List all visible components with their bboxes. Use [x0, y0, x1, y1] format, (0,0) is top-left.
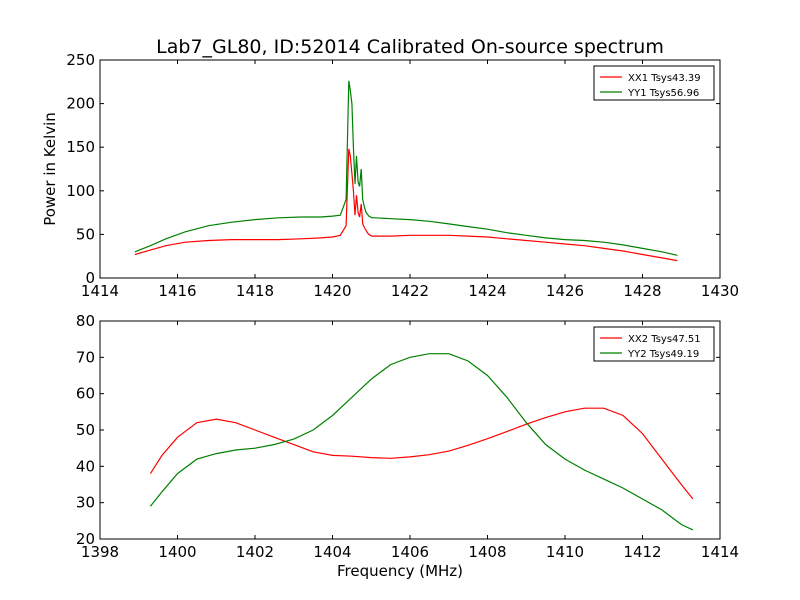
- x-tick-label: 1408: [468, 543, 506, 561]
- series-line-2-1: [149, 407, 694, 500]
- x-axis-label: Frequency (MHz): [337, 562, 463, 580]
- y-tick-label: 60: [76, 385, 95, 403]
- x-tick-label: 1420: [313, 282, 351, 300]
- legend: XX2 Tsys47.51 YY2 Tsys49.19: [593, 326, 715, 362]
- y-tick-label: 50: [76, 421, 95, 439]
- x-tick-label: 1430: [701, 282, 739, 300]
- subplot-2: 1398 1400 1402 1404 1406 1408 1410 1412 1414 20 30…: [76, 312, 739, 580]
- y-tick-label: 150: [66, 138, 95, 156]
- plots-container: 1414 1416 1418 1420 1422 1424 1426 1428 14300501…: [41, 51, 739, 580]
- x-tick-label: 1402: [236, 543, 274, 561]
- y-axis-label: Power in Kelvin: [41, 112, 59, 226]
- x-tick-label: 1406: [391, 543, 429, 561]
- y-tick-label: 70: [76, 348, 95, 366]
- x-tick-label: 1404: [313, 543, 351, 561]
- y-tick-label: 20: [76, 530, 95, 548]
- series-line-1-1: [134, 148, 678, 262]
- x-tick-label: 1422: [391, 282, 429, 300]
- x-tick-label: 1414: [81, 282, 119, 300]
- x-tick-label: 1410: [546, 543, 584, 561]
- legend-box: [593, 326, 715, 362]
- x-tick-label: 1426: [546, 282, 584, 300]
- y-tick-label: 200: [66, 95, 95, 113]
- y-tick-label: 40: [76, 457, 95, 475]
- legend-box: [593, 65, 715, 101]
- y-tick-label: 80: [76, 312, 95, 330]
- subplot-1: 1414 1416 1418 1420 1422 1424 1426 1428 1430 0 50 1…: [41, 51, 739, 300]
- legend-entry: YY1 Tsys56.96: [627, 88, 699, 99]
- x-tick-label: 1424: [468, 282, 506, 300]
- x-tick-label: 1416: [158, 282, 196, 300]
- legend-entry: XX2 Tsys47.51: [628, 334, 701, 345]
- x-tick-label: 1414: [701, 543, 739, 561]
- x-tick-label: 1400: [158, 543, 196, 561]
- x-tick-label: 1428: [623, 282, 661, 300]
- chart-title: Lab7_GL80, ID:52014 Calibrated On-source…: [156, 36, 664, 58]
- y-tick-label: 100: [66, 182, 95, 200]
- x-tick-label: 1398: [81, 543, 119, 561]
- legend-entry: YY2 Tsys49.19: [627, 349, 699, 360]
- series-line-1-2: [134, 80, 678, 256]
- series-line-2-2: [149, 353, 694, 531]
- legend: XX1 Tsys43.39 YY1 Tsys56.96: [593, 65, 715, 101]
- y-tick-label: 250: [66, 51, 95, 69]
- y-tick-label: 30: [76, 494, 95, 512]
- legend-entry: XX1 Tsys43.39: [628, 73, 701, 84]
- y-tick-label: 50: [76, 225, 95, 243]
- x-tick-label: 1418: [236, 282, 274, 300]
- y-tick-label: 0: [85, 269, 95, 287]
- x-tick-label: 1412: [623, 543, 661, 561]
